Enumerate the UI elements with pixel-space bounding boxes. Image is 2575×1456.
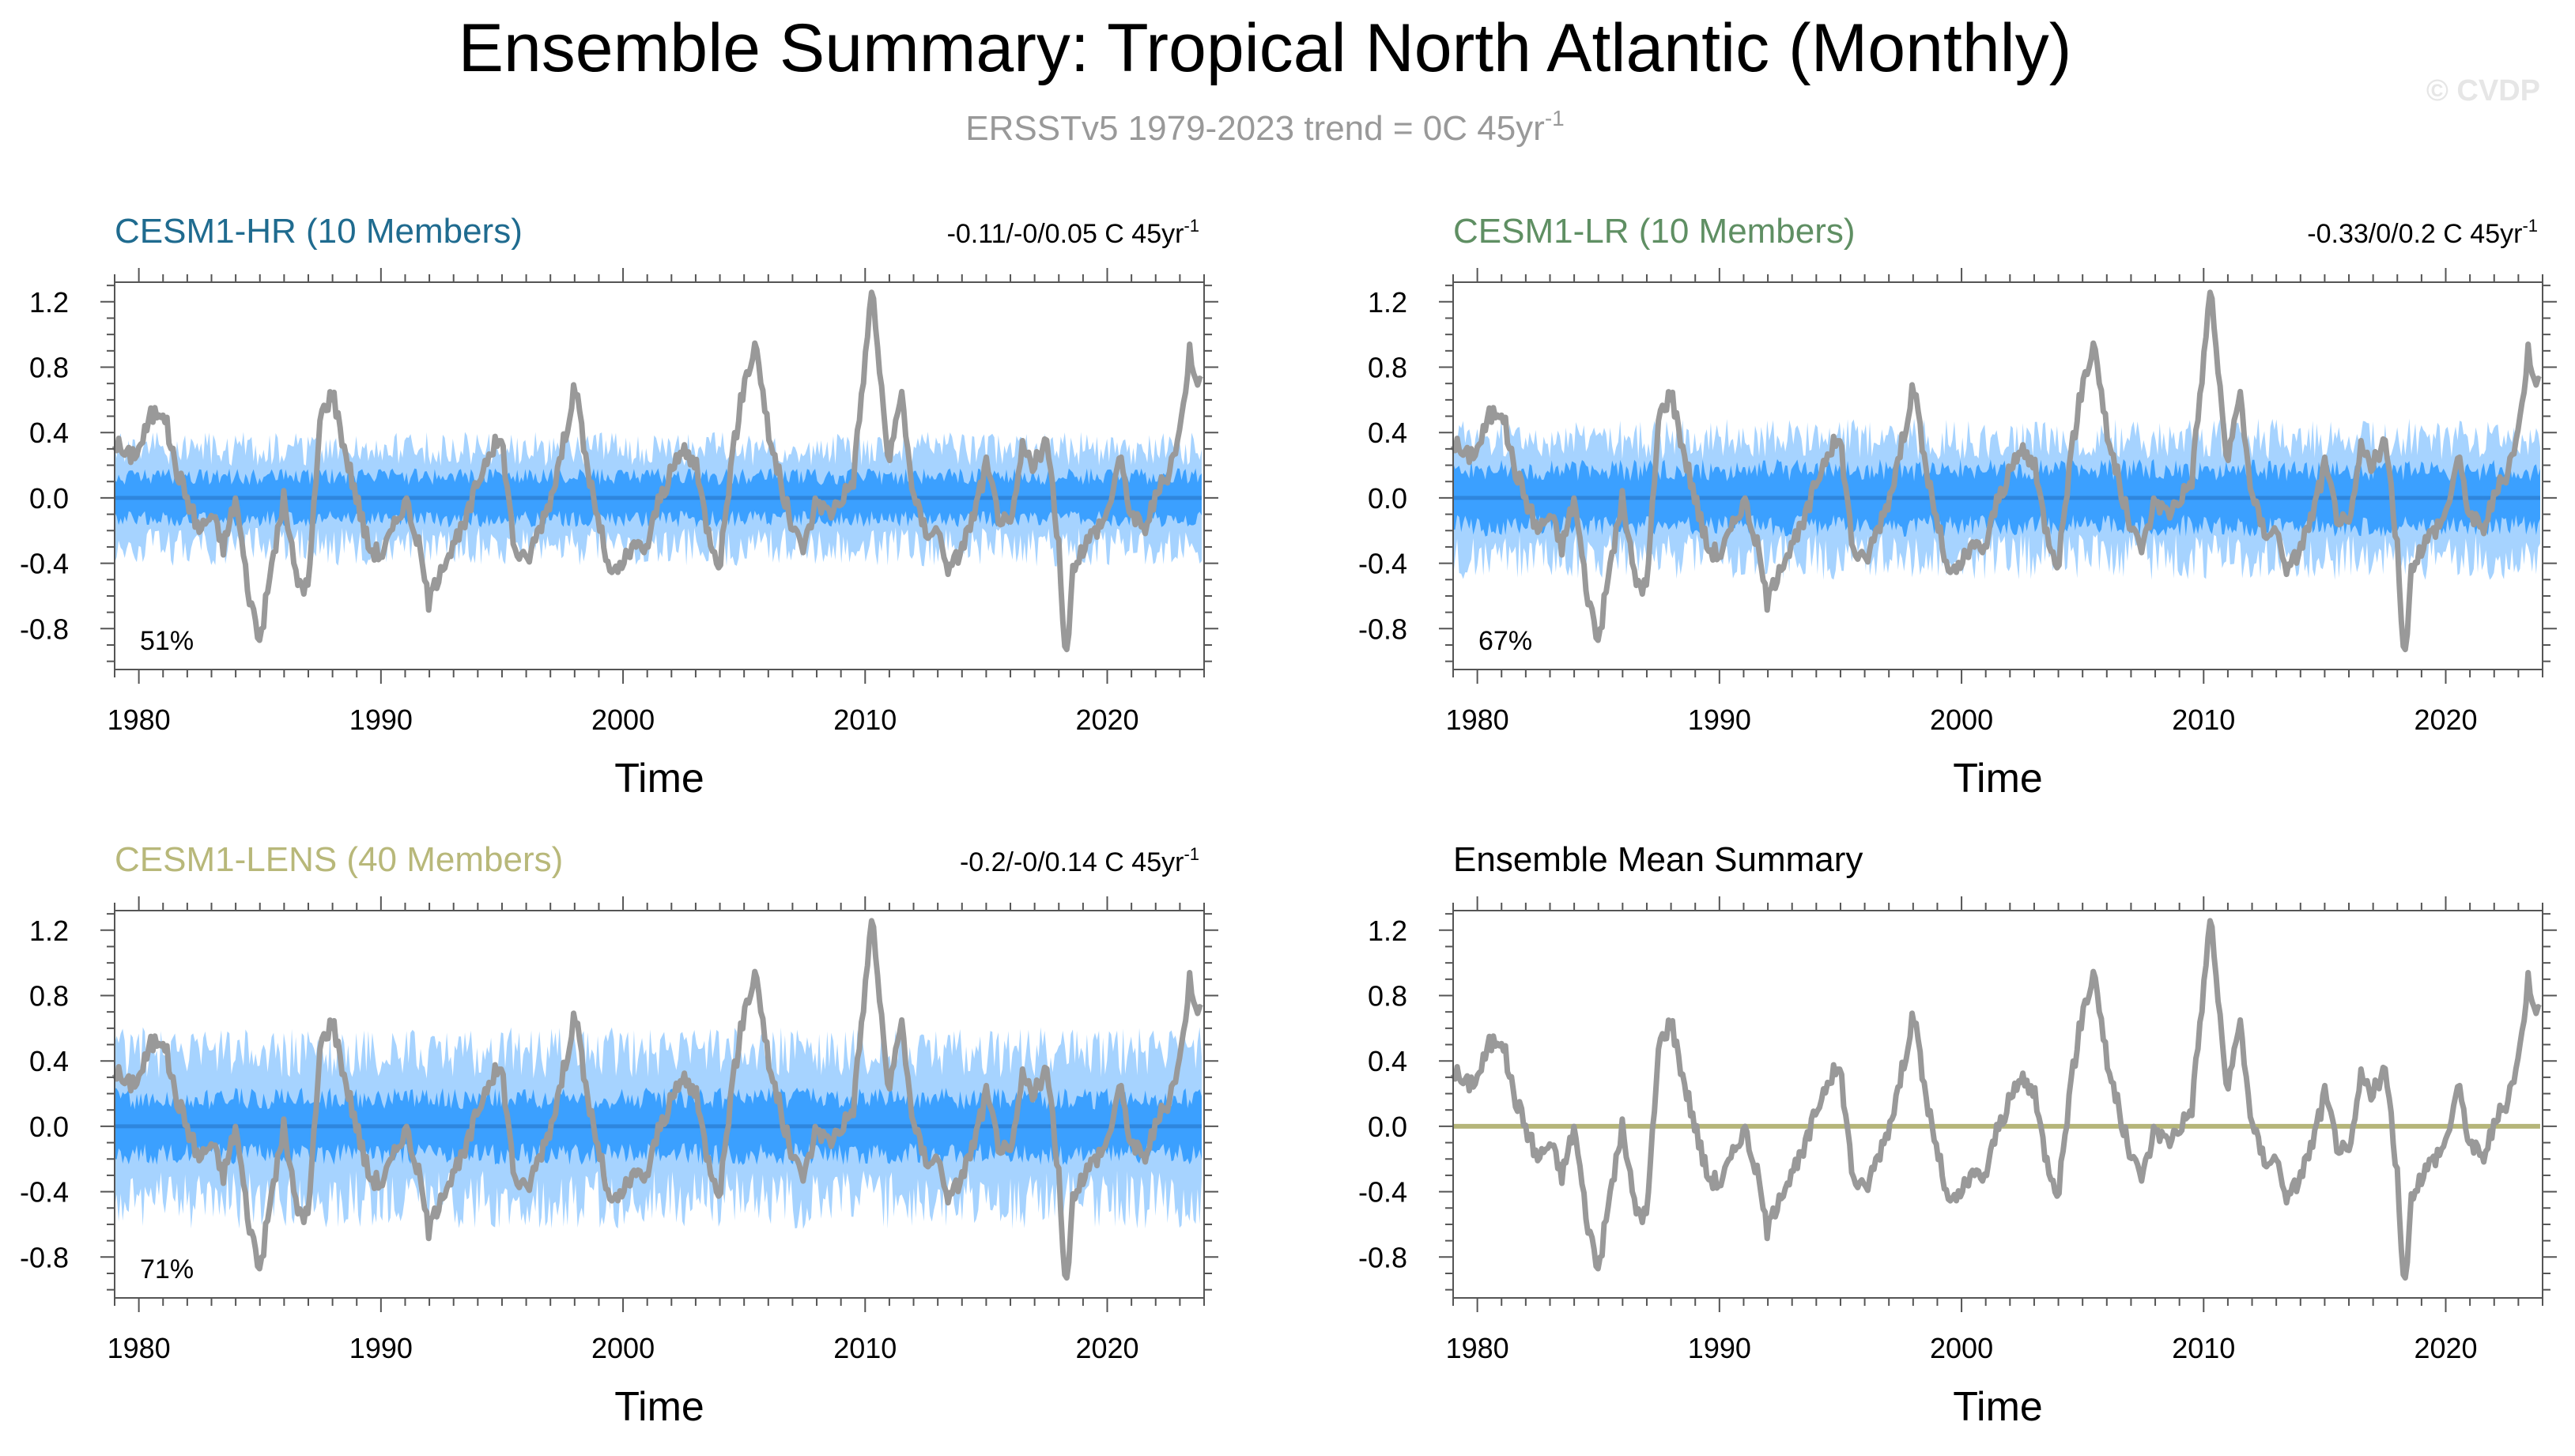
trend-superscript: -1 — [1184, 216, 1199, 236]
x-tick-label: 2010 — [833, 1332, 897, 1364]
y-tick-label: -0.8 — [1358, 1241, 1407, 1273]
y-tick-label: 0.8 — [29, 352, 69, 384]
x-tick-label: 1990 — [1688, 1332, 1751, 1364]
plot-frame — [114, 910, 1205, 1299]
y-tick-label: -0.4 — [20, 1176, 69, 1209]
x-axis-label: Time — [614, 1384, 704, 1430]
trend-superscript: -1 — [2522, 216, 2538, 236]
chart-panels: CESM1-HR (10 Members) -0.11/-0/0.05 C 45y… — [20, 212, 2557, 1430]
y-tick-label: 0.4 — [29, 1045, 69, 1077]
trend-text: -0.11/-0/0.05 C 45yr — [947, 219, 1184, 249]
figure-title: Ensemble Summary: Tropical North Atlanti… — [459, 10, 2072, 86]
percent-label: 67% — [1478, 626, 1532, 656]
observation-line — [1450, 289, 2542, 653]
panel-2: CESM1-LR (10 Members) -0.33/0/0.2 C 45yr-… — [1358, 212, 2557, 802]
y-tick-label: 1.2 — [1368, 915, 1407, 947]
cvdp-watermark: © CVDP — [2426, 74, 2540, 108]
panel-1: CESM1-HR (10 Members) -0.11/-0/0.05 C 45y… — [20, 212, 1218, 802]
y-tick-label: 0.4 — [1368, 1045, 1407, 1077]
x-tick-label: 2010 — [2172, 703, 2235, 736]
x-tick-label: 1980 — [108, 703, 171, 736]
y-tick-label: -0.8 — [20, 1241, 69, 1273]
observation-line — [1450, 918, 2542, 1281]
x-axis-label: Time — [1953, 1384, 2043, 1430]
panel-4: Ensemble Mean Summary 1.2 0.8 0.4 0.0 -0.4 -0.… — [1358, 840, 2557, 1430]
x-tick-label: 2000 — [591, 703, 655, 736]
y-tick-label: -0.4 — [20, 548, 69, 580]
trend-text: -0.33/0/0.2 C 45yr — [2307, 219, 2522, 249]
y-tick-label: 0.0 — [29, 1111, 69, 1143]
y-tick-label: 0.4 — [29, 417, 69, 449]
trend-label: -0.33/0/0.2 C 45yr-1 — [2307, 216, 2538, 249]
panel-title: CESM1-LENS (40 Members) — [115, 840, 563, 879]
x-tick-label: 2020 — [2414, 703, 2477, 736]
y-tick-label: 0.0 — [1368, 482, 1407, 515]
x-tick-label: 2020 — [2414, 1332, 2477, 1364]
trend-label: -0.2/-0/0.14 C 45yr-1 — [960, 844, 1199, 877]
percent-label: 71% — [140, 1254, 194, 1284]
y-tick-label: -0.4 — [1358, 548, 1407, 580]
y-tick-label: -0.4 — [1358, 1176, 1407, 1209]
x-tick-label: 2000 — [1930, 703, 1993, 736]
x-tick-label: 1980 — [108, 1332, 171, 1364]
x-tick-label: 2020 — [1075, 1332, 1138, 1364]
y-tick-label: 0.8 — [29, 980, 69, 1013]
subtitle-text: ERSSTv5 1979-2023 trend = 0C 45yr — [965, 109, 1545, 148]
y-tick-label: 0.8 — [1368, 352, 1407, 384]
x-tick-label: 1990 — [349, 1332, 413, 1364]
y-tick-label: -0.8 — [1358, 613, 1407, 645]
panel-title: CESM1-LR (10 Members) — [1453, 212, 1856, 251]
y-tick-label: 1.2 — [29, 915, 69, 947]
subtitle-superscript: -1 — [1545, 106, 1565, 130]
y-tick-label: 1.2 — [29, 286, 69, 319]
x-tick-label: 1990 — [1688, 703, 1751, 736]
y-tick-label: 1.2 — [1368, 286, 1407, 319]
trend-text: -0.2/-0/0.14 C 45yr — [960, 847, 1184, 877]
y-tick-label: 0.0 — [29, 482, 69, 515]
trend-superscript: -1 — [1184, 844, 1199, 864]
percent-label: 51% — [140, 626, 194, 656]
x-tick-label: 2020 — [1075, 703, 1138, 736]
x-axis-label: Time — [614, 756, 704, 802]
observation-line — [111, 918, 1203, 1281]
plot-frame — [1452, 281, 2543, 670]
x-tick-label: 1980 — [1446, 703, 1509, 736]
y-tick-label: -0.8 — [20, 613, 69, 645]
panel-3: CESM1-LENS (40 Members) -0.2/-0/0.14 C 45… — [20, 840, 1218, 1430]
x-tick-label: 2000 — [591, 1332, 655, 1364]
y-tick-label: 0.0 — [1368, 1111, 1407, 1143]
x-tick-label: 2010 — [833, 703, 897, 736]
panel-title: CESM1-HR (10 Members) — [115, 212, 523, 251]
y-tick-label: 0.8 — [1368, 980, 1407, 1013]
observation-line — [111, 289, 1203, 653]
panel-title: Ensemble Mean Summary — [1453, 840, 1863, 879]
x-tick-label: 1980 — [1446, 1332, 1509, 1364]
x-tick-label: 2000 — [1930, 1332, 1993, 1364]
trend-label: -0.11/-0/0.05 C 45yr-1 — [947, 216, 1199, 249]
x-axis-label: Time — [1953, 756, 2043, 802]
y-tick-label: 0.4 — [1368, 417, 1407, 449]
figure-subtitle: ERSSTv5 1979-2023 trend = 0C 45yr-1 — [965, 106, 1564, 148]
x-tick-label: 1990 — [349, 703, 413, 736]
x-tick-label: 2010 — [2172, 1332, 2235, 1364]
plot-frame — [1452, 910, 2543, 1299]
plot-frame — [114, 281, 1205, 670]
